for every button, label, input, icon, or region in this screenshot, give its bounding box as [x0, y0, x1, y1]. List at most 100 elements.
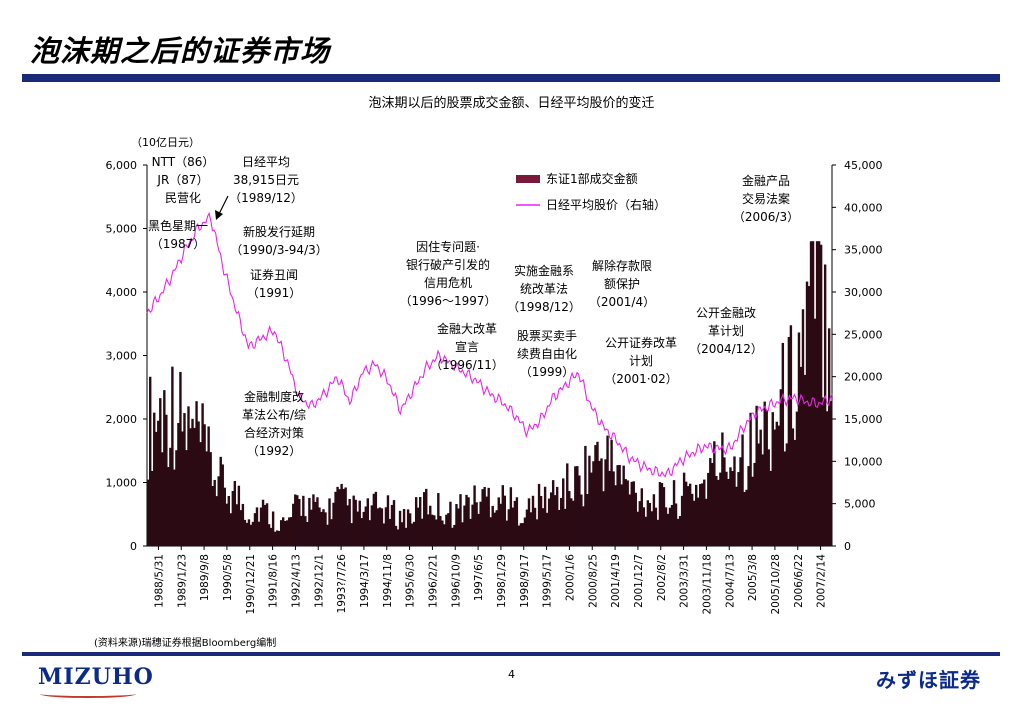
trading-value-bar: [759, 429, 762, 546]
annotation-text: NTT（86）: [152, 155, 215, 169]
trading-value-bar: [457, 508, 460, 546]
trading-value-bar: [159, 398, 162, 546]
trading-value-bar: [374, 491, 378, 546]
annotation-text: （1999）: [520, 365, 575, 379]
trading-value-bar: [308, 497, 311, 546]
trading-value-bar: [453, 524, 456, 546]
trading-value-bar: [171, 366, 174, 546]
trading-value-bar: [179, 371, 182, 546]
trading-value-bar: [332, 502, 335, 546]
trading-value-bar: [233, 480, 237, 546]
right-tick-label: 0: [844, 540, 851, 553]
trading-value-bar: [489, 517, 492, 546]
trading-value-bar: [767, 449, 770, 546]
trading-value-bar: [612, 471, 615, 546]
trading-value-bar: [487, 487, 490, 546]
trading-value-bar: [390, 504, 394, 546]
x-tick-label: 1991/8/16: [268, 554, 280, 608]
trading-value-bar: [463, 505, 466, 546]
trading-value-bar: [566, 463, 569, 546]
trading-value-bar: [572, 500, 575, 546]
right-tick-label: 30,000: [844, 286, 883, 299]
x-tick-label: 1999/5/17: [542, 554, 554, 608]
annotation-text: 金融制度改: [244, 389, 304, 404]
x-tick-label: 1996/10/9: [450, 554, 462, 608]
trading-value-bar: [594, 445, 597, 546]
trading-value-bar: [809, 241, 813, 547]
trading-value-bar: [229, 513, 233, 546]
trading-value-bar: [576, 466, 579, 546]
trading-value-bar: [763, 401, 766, 546]
annotation-text: （1991）: [247, 286, 302, 300]
trading-value-bar: [441, 520, 444, 546]
trading-value-bar: [366, 498, 370, 546]
annotation-text: （1992）: [247, 444, 302, 458]
trading-value-bar: [825, 411, 829, 546]
x-tick-label: 2005/10/28: [770, 554, 782, 615]
trading-value-bar: [789, 325, 793, 546]
trading-value-bar: [322, 509, 325, 546]
trading-value-bar: [161, 452, 164, 546]
trading-value-bar: [348, 498, 351, 546]
trading-value-bar: [656, 519, 660, 546]
trading-value-bar: [695, 484, 698, 546]
trading-value-bar: [481, 489, 484, 546]
trading-value-bar: [533, 507, 537, 546]
annotation-text: JR（87）: [156, 173, 208, 187]
trading-value-bar: [771, 412, 774, 546]
trading-value-bar: [437, 493, 440, 546]
trading-value-bar: [312, 494, 315, 546]
trading-value-bar: [743, 492, 746, 546]
trading-value-bar: [247, 519, 251, 546]
trading-value-bar: [483, 487, 486, 546]
x-tick-label: 1994/3/17: [359, 554, 371, 608]
x-tick-label: 1998/1/29: [496, 554, 508, 608]
x-tick-label: 1989/1/23: [176, 554, 188, 608]
trading-value-bar: [527, 498, 531, 546]
trading-value-bar: [731, 471, 734, 546]
trading-value-bar: [416, 507, 420, 546]
trading-value-bar: [823, 264, 827, 546]
trading-value-bar: [149, 376, 152, 546]
x-tick-label: 2001/4/19: [610, 554, 622, 608]
trading-value-bar: [701, 483, 704, 546]
trading-value-bar: [392, 500, 396, 546]
annotation-text: 续费自由化: [517, 347, 577, 361]
x-tick-label: 1998/9/17: [519, 554, 531, 608]
annotation-text: （2001/4）: [589, 295, 655, 309]
trading-value-bar: [318, 507, 321, 546]
trading-value-bar: [427, 514, 430, 546]
trading-value-bar: [402, 509, 406, 546]
trading-value-bar: [193, 427, 196, 546]
trading-value-bar: [521, 523, 525, 546]
annotation-text: 证券丑闻: [250, 267, 298, 282]
trading-value-bar: [608, 470, 611, 546]
x-tick-label: 1995/6/30: [405, 554, 417, 608]
left-tick-label: 2,000: [106, 413, 138, 426]
x-tick-label: 2000/8/25: [587, 554, 599, 608]
trading-value-bar: [368, 520, 372, 546]
x-tick-label: 2005/3/8: [747, 554, 759, 601]
legend-box: [506, 169, 819, 217]
trading-value-bar: [443, 524, 446, 546]
trading-value-bar: [610, 439, 613, 546]
left-axis-unit: （10亿日元）: [131, 136, 200, 149]
trading-value-bar: [503, 495, 507, 546]
trading-value-bar: [662, 487, 666, 546]
trading-value-bar: [209, 452, 212, 546]
trading-value-bar: [668, 507, 672, 546]
trading-value-bar: [267, 524, 271, 546]
trading-value-bar: [410, 523, 414, 546]
trading-value-bar: [779, 389, 783, 546]
left-tick-label: 3,000: [106, 350, 138, 363]
annotation-text: 信用危机: [424, 276, 472, 290]
trading-value-bar: [537, 483, 541, 546]
trading-value-bar: [380, 508, 384, 546]
trading-value-bar: [249, 524, 253, 546]
annotation-text: 黑色星期一: [148, 219, 208, 233]
trading-value-bar: [455, 504, 458, 546]
annotation-text: （1996～1997）: [399, 294, 496, 308]
trading-value-bar: [791, 428, 795, 546]
trading-value-bar: [421, 518, 424, 546]
trading-value-bar: [449, 501, 452, 546]
